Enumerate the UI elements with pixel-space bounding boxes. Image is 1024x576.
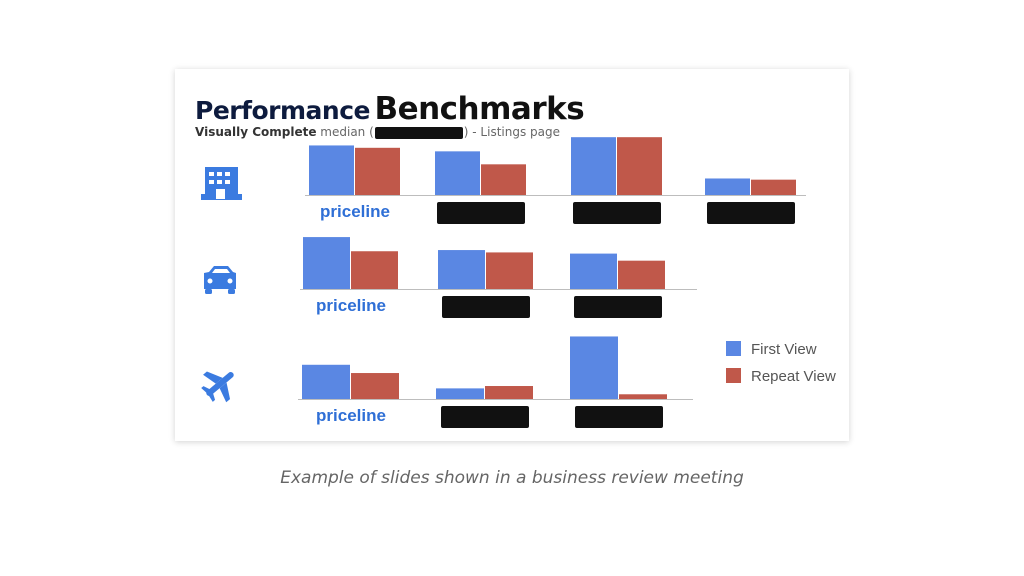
bar-first-view [435,151,480,195]
legend-label-first: First View [751,341,817,358]
bar-first-view [436,388,484,399]
bar-repeat-view [351,251,398,289]
title-part1: Performance [195,96,370,125]
legend-swatch-repeat [726,368,741,383]
redaction-block [374,126,463,139]
subtitle-bold: Visually Complete [195,125,317,139]
bar-repeat-view [481,164,526,195]
bar-first-view [309,145,354,195]
bar-first-view [705,178,750,195]
bar-chart-row-2: priceline [300,237,697,318]
caption: Example of slides shown in a business re… [280,468,744,488]
redacted-category-label [442,296,530,318]
slide-subtitle: Visually Complete median ( ) - Listings p… [195,125,560,139]
bar-first-view [302,364,350,399]
car-icon [204,266,236,294]
bar-repeat-view [486,252,533,289]
bar-first-view [570,253,617,289]
subtitle-pre: median ( [316,125,374,139]
category-label: priceline [316,296,386,315]
bar-repeat-view [355,147,400,195]
legend-label-repeat: Repeat View [751,368,836,385]
bar-chart-row-1: priceline [305,137,806,224]
slide: Performance Benchmarks Visually Complete… [175,69,849,441]
plane-icon [201,371,234,403]
redacted-category-label [575,406,663,428]
bar-repeat-view [751,179,796,195]
bar-repeat-view [351,373,399,399]
legend: First View Repeat View [726,341,836,385]
slide-title: Performance Benchmarks [195,91,585,127]
redacted-category-label [707,202,795,224]
bar-repeat-view [617,137,662,195]
redacted-category-label [573,202,661,224]
redacted-category-label [437,202,525,224]
bar-chart-row-3: priceline [298,336,693,428]
bar-first-view [570,336,618,399]
bar-first-view [303,237,350,289]
legend-swatch-first [726,341,741,356]
category-label: priceline [316,406,386,425]
bar-first-view [571,137,616,195]
bar-repeat-view [618,260,665,289]
bar-first-view [438,250,485,289]
title-part2: Benchmarks [374,91,585,127]
redacted-category-label [574,296,662,318]
bar-repeat-view [619,394,667,399]
redacted-category-label [441,406,529,428]
bar-repeat-view [485,386,533,399]
category-label: priceline [320,202,390,221]
hotel-icon [201,167,242,200]
subtitle-post: ) - Listings page [463,125,560,139]
